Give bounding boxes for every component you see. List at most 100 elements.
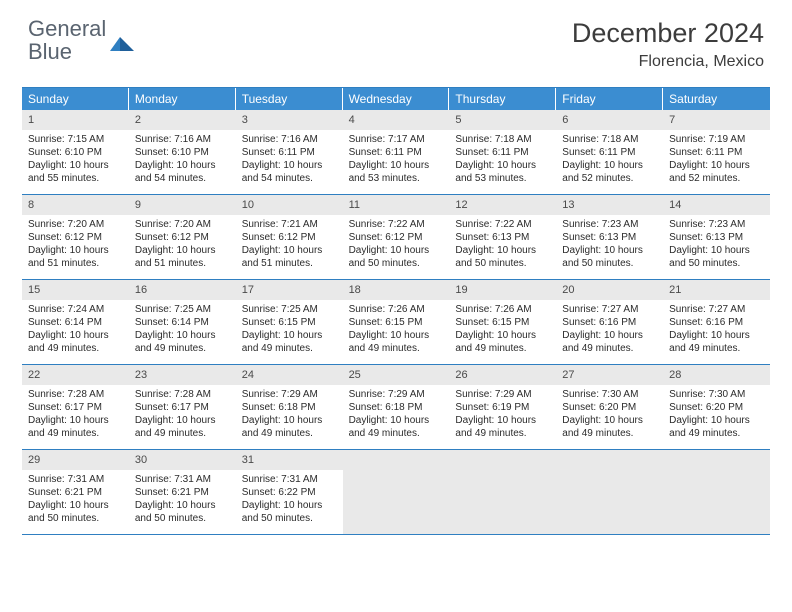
day-number: 5	[449, 110, 556, 130]
sunrise-line: Sunrise: 7:21 AM	[242, 218, 337, 231]
week-row: 22Sunrise: 7:28 AMSunset: 6:17 PMDayligh…	[22, 365, 770, 450]
day-cell: 6Sunrise: 7:18 AMSunset: 6:11 PMDaylight…	[556, 110, 663, 194]
sunrise-line: Sunrise: 7:26 AM	[455, 303, 550, 316]
daylight-line: Daylight: 10 hours and 49 minutes.	[455, 329, 550, 355]
day-body: Sunrise: 7:31 AMSunset: 6:21 PMDaylight:…	[22, 470, 129, 531]
daylight-line: Daylight: 10 hours and 49 minutes.	[135, 414, 230, 440]
day-body: Sunrise: 7:20 AMSunset: 6:12 PMDaylight:…	[129, 215, 236, 276]
day-cell: 20Sunrise: 7:27 AMSunset: 6:16 PMDayligh…	[556, 280, 663, 364]
sunrise-line: Sunrise: 7:25 AM	[242, 303, 337, 316]
sunset-line: Sunset: 6:22 PM	[242, 486, 337, 499]
logo-text-blue: Blue	[28, 39, 72, 64]
day-body: Sunrise: 7:23 AMSunset: 6:13 PMDaylight:…	[556, 215, 663, 276]
sunrise-line: Sunrise: 7:20 AM	[135, 218, 230, 231]
day-cell: 16Sunrise: 7:25 AMSunset: 6:14 PMDayligh…	[129, 280, 236, 364]
sunset-line: Sunset: 6:18 PM	[349, 401, 444, 414]
day-number: 7	[663, 110, 770, 130]
day-number: 4	[343, 110, 450, 130]
sunrise-line: Sunrise: 7:31 AM	[242, 473, 337, 486]
day-body: Sunrise: 7:27 AMSunset: 6:16 PMDaylight:…	[663, 300, 770, 361]
sunrise-line: Sunrise: 7:28 AM	[28, 388, 123, 401]
sunset-line: Sunset: 6:15 PM	[455, 316, 550, 329]
daylight-line: Daylight: 10 hours and 49 minutes.	[562, 414, 657, 440]
sunset-line: Sunset: 6:16 PM	[562, 316, 657, 329]
day-of-week-header: Wednesday	[343, 88, 450, 110]
day-of-week-header: Friday	[556, 88, 663, 110]
day-body: Sunrise: 7:22 AMSunset: 6:13 PMDaylight:…	[449, 215, 556, 276]
daylight-line: Daylight: 10 hours and 54 minutes.	[242, 159, 337, 185]
day-cell: 31Sunrise: 7:31 AMSunset: 6:22 PMDayligh…	[236, 450, 343, 534]
sunset-line: Sunset: 6:20 PM	[669, 401, 764, 414]
logo-triangle-icon	[110, 33, 134, 51]
daylight-line: Daylight: 10 hours and 49 minutes.	[28, 329, 123, 355]
sunrise-line: Sunrise: 7:18 AM	[562, 133, 657, 146]
day-number: 8	[22, 195, 129, 215]
daylight-line: Daylight: 10 hours and 49 minutes.	[242, 329, 337, 355]
day-body: Sunrise: 7:18 AMSunset: 6:11 PMDaylight:…	[556, 130, 663, 191]
sunset-line: Sunset: 6:13 PM	[562, 231, 657, 244]
day-cell: 30Sunrise: 7:31 AMSunset: 6:21 PMDayligh…	[129, 450, 236, 534]
day-cell: 9Sunrise: 7:20 AMSunset: 6:12 PMDaylight…	[129, 195, 236, 279]
sunset-line: Sunset: 6:17 PM	[135, 401, 230, 414]
day-body: Sunrise: 7:26 AMSunset: 6:15 PMDaylight:…	[343, 300, 450, 361]
day-cell: 26Sunrise: 7:29 AMSunset: 6:19 PMDayligh…	[449, 365, 556, 449]
day-number: 22	[22, 365, 129, 385]
month-title: December 2024	[572, 18, 764, 49]
day-cell: 10Sunrise: 7:21 AMSunset: 6:12 PMDayligh…	[236, 195, 343, 279]
day-body: Sunrise: 7:15 AMSunset: 6:10 PMDaylight:…	[22, 130, 129, 191]
day-number: 2	[129, 110, 236, 130]
day-body: Sunrise: 7:21 AMSunset: 6:12 PMDaylight:…	[236, 215, 343, 276]
sunset-line: Sunset: 6:11 PM	[242, 146, 337, 159]
sunrise-line: Sunrise: 7:24 AM	[28, 303, 123, 316]
sunrise-line: Sunrise: 7:26 AM	[349, 303, 444, 316]
daylight-line: Daylight: 10 hours and 49 minutes.	[562, 329, 657, 355]
title-block: December 2024 Florencia, Mexico	[572, 18, 764, 71]
daylight-line: Daylight: 10 hours and 54 minutes.	[135, 159, 230, 185]
day-body: Sunrise: 7:26 AMSunset: 6:15 PMDaylight:…	[449, 300, 556, 361]
sunset-line: Sunset: 6:12 PM	[28, 231, 123, 244]
day-cell: 5Sunrise: 7:18 AMSunset: 6:11 PMDaylight…	[449, 110, 556, 194]
daylight-line: Daylight: 10 hours and 50 minutes.	[242, 499, 337, 525]
sunset-line: Sunset: 6:14 PM	[135, 316, 230, 329]
day-cell: 14Sunrise: 7:23 AMSunset: 6:13 PMDayligh…	[663, 195, 770, 279]
week-row: 15Sunrise: 7:24 AMSunset: 6:14 PMDayligh…	[22, 280, 770, 365]
sunset-line: Sunset: 6:13 PM	[669, 231, 764, 244]
empty-cell	[556, 450, 663, 534]
header: General Blue December 2024 Florencia, Me…	[0, 0, 792, 79]
day-body: Sunrise: 7:22 AMSunset: 6:12 PMDaylight:…	[343, 215, 450, 276]
day-body: Sunrise: 7:17 AMSunset: 6:11 PMDaylight:…	[343, 130, 450, 191]
day-body: Sunrise: 7:18 AMSunset: 6:11 PMDaylight:…	[449, 130, 556, 191]
daylight-line: Daylight: 10 hours and 49 minutes.	[669, 414, 764, 440]
day-body: Sunrise: 7:28 AMSunset: 6:17 PMDaylight:…	[22, 385, 129, 446]
day-body: Sunrise: 7:29 AMSunset: 6:19 PMDaylight:…	[449, 385, 556, 446]
day-body: Sunrise: 7:25 AMSunset: 6:14 PMDaylight:…	[129, 300, 236, 361]
sunset-line: Sunset: 6:21 PM	[135, 486, 230, 499]
day-number: 26	[449, 365, 556, 385]
sunrise-line: Sunrise: 7:31 AM	[135, 473, 230, 486]
day-cell: 11Sunrise: 7:22 AMSunset: 6:12 PMDayligh…	[343, 195, 450, 279]
sunrise-line: Sunrise: 7:18 AM	[455, 133, 550, 146]
day-number: 23	[129, 365, 236, 385]
sunrise-line: Sunrise: 7:23 AM	[669, 218, 764, 231]
sunset-line: Sunset: 6:11 PM	[562, 146, 657, 159]
sunrise-line: Sunrise: 7:30 AM	[669, 388, 764, 401]
daylight-line: Daylight: 10 hours and 53 minutes.	[455, 159, 550, 185]
day-number: 20	[556, 280, 663, 300]
calendar: SundayMondayTuesdayWednesdayThursdayFrid…	[22, 87, 770, 535]
sunrise-line: Sunrise: 7:28 AM	[135, 388, 230, 401]
sunset-line: Sunset: 6:12 PM	[349, 231, 444, 244]
daylight-line: Daylight: 10 hours and 52 minutes.	[669, 159, 764, 185]
sunset-line: Sunset: 6:14 PM	[28, 316, 123, 329]
day-body: Sunrise: 7:31 AMSunset: 6:22 PMDaylight:…	[236, 470, 343, 531]
sunrise-line: Sunrise: 7:16 AM	[242, 133, 337, 146]
day-number: 3	[236, 110, 343, 130]
day-body: Sunrise: 7:27 AMSunset: 6:16 PMDaylight:…	[556, 300, 663, 361]
day-number: 10	[236, 195, 343, 215]
day-number: 27	[556, 365, 663, 385]
sunset-line: Sunset: 6:15 PM	[242, 316, 337, 329]
day-number: 24	[236, 365, 343, 385]
sunset-line: Sunset: 6:18 PM	[242, 401, 337, 414]
sunset-line: Sunset: 6:20 PM	[562, 401, 657, 414]
day-of-week-header: Saturday	[663, 88, 770, 110]
day-body: Sunrise: 7:16 AMSunset: 6:11 PMDaylight:…	[236, 130, 343, 191]
